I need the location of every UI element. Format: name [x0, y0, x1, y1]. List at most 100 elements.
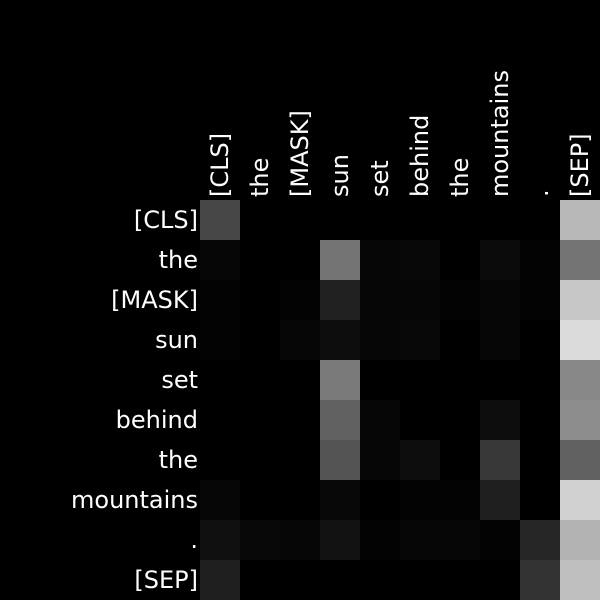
y-tick-label-6: the	[159, 446, 198, 474]
heatmap-cell-r1-c5	[400, 240, 440, 280]
heatmap-cell-r0-c7	[480, 200, 520, 240]
heatmap-cell-r5-c1	[240, 400, 280, 440]
heatmap-cell-r1-c3	[320, 240, 360, 280]
heatmap-cell-r1-c7	[480, 240, 520, 280]
heatmap-cell-r3-c0	[200, 320, 240, 360]
heatmap-cell-r9-c5	[400, 560, 440, 600]
heatmap-cell-r2-c0	[200, 280, 240, 320]
x-tick-label-2: [MASK]	[286, 110, 314, 197]
heatmap-cell-r0-c4	[360, 200, 400, 240]
heatmap-cell-r4-c2	[280, 360, 320, 400]
y-tick-label-8: .	[190, 526, 198, 554]
heatmap-cell-r6-c1	[240, 440, 280, 480]
x-tick-label-4: set	[366, 160, 394, 197]
heatmap-cell-r8-c1	[240, 520, 280, 560]
heatmap-cell-r2-c8	[520, 280, 560, 320]
heatmap-cell-r3-c4	[360, 320, 400, 360]
heatmap-cell-r2-c6	[440, 280, 480, 320]
y-tick-labels: [CLS] the [MASK] sun set behind the mountains. […	[71, 206, 198, 594]
heatmap-cell-r5-c7	[480, 400, 520, 440]
heatmap-cell-r1-c6	[440, 240, 480, 280]
heatmap-cell-r9-c2	[280, 560, 320, 600]
heatmap-cell-r3-c7	[480, 320, 520, 360]
heatmap-cell-r3-c8	[520, 320, 560, 360]
heatmap-cell-r7-c3	[320, 480, 360, 520]
heatmap-cell-r7-c7	[480, 480, 520, 520]
heatmap-cell-r4-c7	[480, 360, 520, 400]
heatmap-cell-r7-c0	[200, 480, 240, 520]
x-tick-label-1: the	[246, 158, 274, 197]
heatmap-cell-r2-c1	[240, 280, 280, 320]
heatmap-cell-r4-c5	[400, 360, 440, 400]
heatmap-cell-r4-c4	[360, 360, 400, 400]
heatmap-cell-r5-c5	[400, 400, 440, 440]
heatmap-cell-r5-c4	[360, 400, 400, 440]
heatmap-cell-r7-c1	[240, 480, 280, 520]
heatmap-cell-r8-c7	[480, 520, 520, 560]
y-tick-label-9: [SEP]	[134, 566, 198, 594]
heatmap-cell-r1-c8	[520, 240, 560, 280]
x-tick-label-9: [SEP]	[566, 133, 594, 197]
heatmap-cell-r9-c9	[560, 560, 600, 600]
y-tick-label-3: sun	[155, 326, 198, 354]
y-tick-label-4: set	[161, 366, 198, 394]
heatmap-cell-r8-c6	[440, 520, 480, 560]
heatmap-cell-r7-c6	[440, 480, 480, 520]
heatmap-cell-r0-c6	[440, 200, 480, 240]
heatmap-cell-r6-c7	[480, 440, 520, 480]
heatmap-cell-r4-c0	[200, 360, 240, 400]
heatmap-cell-r3-c3	[320, 320, 360, 360]
heatmap-cell-r0-c5	[400, 200, 440, 240]
heatmap-cell-r9-c7	[480, 560, 520, 600]
heatmap-cell-r1-c4	[360, 240, 400, 280]
heatmap-cell-r2-c9	[560, 280, 600, 320]
x-tick-label-6: the	[446, 158, 474, 197]
heatmap-cell-r8-c3	[320, 520, 360, 560]
heatmap-cell-r2-c3	[320, 280, 360, 320]
x-tick-labels: [CLS] the [MASK] sun set behind the mountains. […	[206, 70, 594, 197]
heatmap-cell-r2-c7	[480, 280, 520, 320]
heatmap-cell-r3-c6	[440, 320, 480, 360]
x-tick-label-7: mountains	[486, 70, 514, 197]
x-tick-label-0: [CLS]	[206, 133, 234, 197]
heatmap-cell-r6-c3	[320, 440, 360, 480]
heatmap-cell-r3-c5	[400, 320, 440, 360]
heatmap-cell-r6-c2	[280, 440, 320, 480]
y-tick-label-5: behind	[116, 406, 198, 434]
y-tick-label-0: [CLS]	[134, 206, 198, 234]
x-tick-label-8: .	[526, 189, 554, 197]
heatmap-cell-r7-c4	[360, 480, 400, 520]
heatmap-cell-r0-c8	[520, 200, 560, 240]
heatmap-cell-r1-c1	[240, 240, 280, 280]
heatmap-cell-r4-c6	[440, 360, 480, 400]
heatmap-cell-r5-c3	[320, 400, 360, 440]
heatmap-cell-r8-c5	[400, 520, 440, 560]
heatmap-cell-r6-c5	[400, 440, 440, 480]
heatmap-cell-r6-c6	[440, 440, 480, 480]
heatmap-cell-r7-c8	[520, 480, 560, 520]
heatmap-cell-r3-c9	[560, 320, 600, 360]
heatmap-cell-r2-c4	[360, 280, 400, 320]
heatmap-cell-r0-c2	[280, 200, 320, 240]
heatmap-cell-r0-c9	[560, 200, 600, 240]
heatmap-cell-r6-c9	[560, 440, 600, 480]
heatmap-cell-r4-c1	[240, 360, 280, 400]
heatmap-cell-r2-c2	[280, 280, 320, 320]
heatmap-cell-r5-c8	[520, 400, 560, 440]
heatmap-cell-r0-c1	[240, 200, 280, 240]
heatmap-cell-r6-c8	[520, 440, 560, 480]
heatmap-cell-r1-c0	[200, 240, 240, 280]
heatmap-cell-r9-c0	[200, 560, 240, 600]
heatmap-cell-r0-c0	[200, 200, 240, 240]
heatmap-cell-r1-c2	[280, 240, 320, 280]
y-tick-label-1: the	[159, 246, 198, 274]
heatmap-cell-r5-c2	[280, 400, 320, 440]
heatmap-cells	[200, 200, 600, 600]
heatmap-cell-r5-c6	[440, 400, 480, 440]
heatmap-cell-r5-c9	[560, 400, 600, 440]
heatmap-cell-r8-c9	[560, 520, 600, 560]
heatmap-cell-r4-c9	[560, 360, 600, 400]
heatmap-cell-r7-c2	[280, 480, 320, 520]
heatmap-cell-r9-c4	[360, 560, 400, 600]
